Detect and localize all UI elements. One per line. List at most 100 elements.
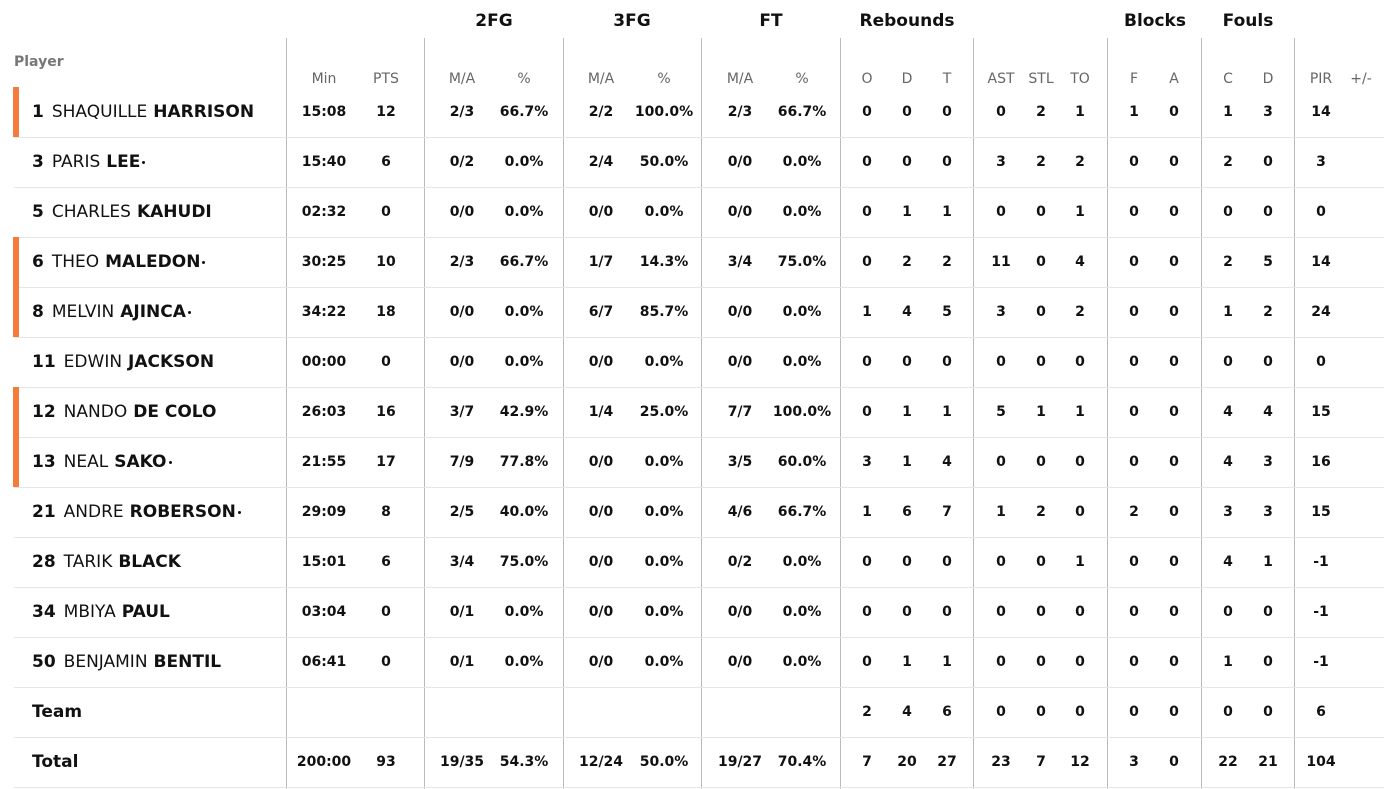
column-header: +/- [1350, 71, 1372, 87]
column-header: % [657, 71, 671, 87]
starter-dot [168, 460, 172, 464]
stat: 0 [1129, 154, 1139, 170]
stat: 0 [1129, 254, 1139, 270]
stat: 2 [1036, 104, 1046, 120]
stat: 1/7 [588, 254, 614, 270]
stat: 16 [1311, 454, 1331, 470]
stat: 2/3 [727, 104, 753, 120]
stat: 70.4% [777, 754, 827, 770]
stat: 0 [1169, 204, 1179, 220]
stat: 15:40 [301, 154, 347, 170]
stat: 66.7% [777, 504, 827, 520]
stat: 4/6 [727, 504, 753, 520]
column-header: Min [311, 71, 337, 87]
stat: 0.0% [644, 654, 684, 670]
last-name: KAHUDI [136, 202, 212, 222]
last-name: JACKSON [128, 352, 215, 372]
row-separator [14, 687, 1384, 688]
stat: 7/9 [449, 454, 475, 470]
stat: 0/1 [449, 604, 475, 620]
row-separator [14, 287, 1384, 288]
player-name: 1 SHAQUILLE HARRISON [32, 102, 254, 122]
stat: 0 [1223, 604, 1233, 620]
stat: 4 [1223, 404, 1233, 420]
stat: 0 [862, 254, 872, 270]
stat: 4 [1223, 454, 1233, 470]
stat: 6 [1316, 704, 1326, 720]
stat: 20 [897, 754, 917, 770]
stat: 4 [1075, 254, 1085, 270]
stat: 0 [1169, 154, 1179, 170]
stat: 0/0 [449, 204, 475, 220]
stat: 4 [942, 454, 952, 470]
stat: 0.0% [782, 204, 822, 220]
stat: 3 [862, 454, 872, 470]
stat: 1 [1129, 104, 1139, 120]
stat: 0/1 [449, 654, 475, 670]
stat: 0 [1129, 454, 1139, 470]
column-divider [1107, 38, 1108, 789]
stat: 0 [1129, 204, 1139, 220]
row-separator [14, 537, 1384, 538]
row-separator [14, 787, 1384, 788]
stat: 0/2 [449, 154, 475, 170]
stat: 03:04 [301, 604, 347, 620]
stat: 22 [1218, 754, 1238, 770]
stat: 1 [942, 204, 952, 220]
column-header: A [1169, 71, 1179, 87]
first-name: PARIS [51, 152, 101, 172]
last-name: SAKO [114, 452, 167, 472]
row-highlight [13, 87, 19, 137]
stat: 0 [381, 654, 391, 670]
stat: 2 [1223, 254, 1233, 270]
stat: 14.3% [639, 254, 689, 270]
stat: 50.0% [639, 154, 689, 170]
stat: 93 [376, 754, 396, 770]
stat: 0 [1129, 304, 1139, 320]
stat: 0 [902, 554, 912, 570]
stat: 1 [862, 504, 872, 520]
stat: 29:09 [301, 504, 347, 520]
stat: 0/0 [588, 454, 614, 470]
stat: 66.7% [499, 254, 549, 270]
player-number: 6 [32, 252, 44, 272]
stat: 7 [862, 754, 872, 770]
stat: 34:22 [301, 304, 347, 320]
row-highlight [13, 387, 19, 437]
stat: 40.0% [499, 504, 549, 520]
stat: 0 [1169, 354, 1179, 370]
stat: 6 [381, 554, 391, 570]
stat: 0 [1263, 204, 1273, 220]
stat: 0 [1036, 554, 1046, 570]
stat: 0 [1223, 354, 1233, 370]
player-name: 11 EDWIN JACKSON [32, 352, 214, 372]
row-separator [14, 737, 1384, 738]
column-header: % [517, 71, 531, 87]
stat: 66.7% [777, 104, 827, 120]
stat: 0/0 [727, 204, 753, 220]
stat: 2 [1036, 504, 1046, 520]
stat: 0/0 [727, 354, 753, 370]
stat: 0 [1075, 654, 1085, 670]
last-name: LEE [106, 152, 141, 172]
stat: 0 [1075, 354, 1085, 370]
stat: 2/3 [449, 104, 475, 120]
stat: 12/24 [578, 754, 624, 770]
stat: 0 [1036, 604, 1046, 620]
row-label: Total [32, 752, 79, 772]
stat: 1 [1075, 554, 1085, 570]
player-name: 21 ANDRE ROBERSON [32, 502, 241, 522]
stat: 0 [1036, 204, 1046, 220]
stat: 0/0 [727, 304, 753, 320]
stat: 02:32 [301, 204, 347, 220]
row-separator [14, 137, 1384, 138]
column-divider [1201, 38, 1202, 789]
player-name: 13 NEAL SAKO [32, 452, 172, 472]
stat: 0/0 [727, 654, 753, 670]
stat: 7 [942, 504, 952, 520]
stat: 0 [1129, 554, 1139, 570]
stat: 0 [996, 204, 1006, 220]
first-name: NEAL [63, 452, 109, 472]
stat: 0/0 [588, 604, 614, 620]
